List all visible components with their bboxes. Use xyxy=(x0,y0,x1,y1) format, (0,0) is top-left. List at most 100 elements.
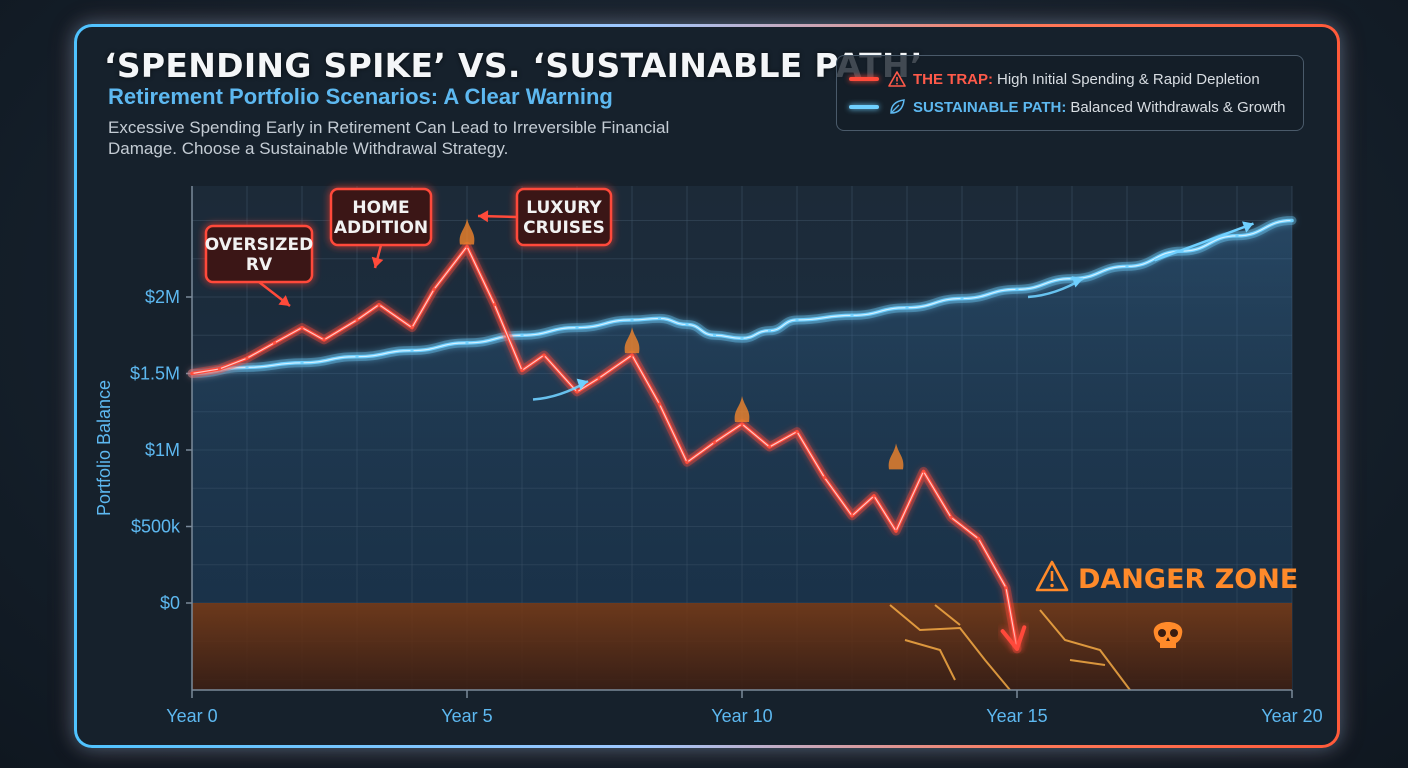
sustainable-path-point xyxy=(465,341,469,345)
sustainable-path-point xyxy=(712,333,717,337)
sustainable-path-point xyxy=(850,313,854,317)
x-tick-label: Year 5 xyxy=(441,706,492,726)
x-tick-label: Year 20 xyxy=(1261,706,1322,726)
y-axis-label: Portfolio Balance xyxy=(94,380,114,516)
trap-path-point xyxy=(322,338,326,342)
y-tick-label: $2M xyxy=(145,287,180,307)
sustainable-path-point xyxy=(520,333,524,337)
trap-path-point xyxy=(492,303,497,307)
trap-path-point xyxy=(272,341,277,345)
sustainable-path-point xyxy=(1125,264,1129,268)
sustainable-path-point xyxy=(960,296,964,301)
trap-path-point xyxy=(432,287,436,291)
callout-arrowhead xyxy=(278,295,290,306)
callout-label: CRUISES xyxy=(523,218,605,238)
sustainable-path-point xyxy=(905,306,909,310)
trap-path-point xyxy=(872,494,876,498)
crack-mark xyxy=(1069,659,1106,666)
trap-path-point xyxy=(520,368,524,373)
trend-arrow xyxy=(1154,222,1254,262)
y-tick-label: $1.5M xyxy=(130,364,180,384)
trap-path-point xyxy=(597,376,601,380)
trap-path-point xyxy=(630,353,634,357)
crack-mark xyxy=(934,604,961,626)
trend-arrowhead xyxy=(576,378,588,391)
sustainable-path-point xyxy=(355,355,359,359)
trap-path-point xyxy=(355,318,359,322)
sustainable-path-point xyxy=(795,318,799,322)
sustainable-path-group xyxy=(187,216,1297,378)
sustainable-path-point xyxy=(740,336,744,340)
danger-zone-label: DANGER ZONE xyxy=(1078,564,1298,595)
trap-path-point xyxy=(685,460,689,464)
legend-text-trap: High Initial Spending & Rapid Depletion xyxy=(997,70,1260,88)
crack-mark xyxy=(904,639,956,681)
trap-path-point xyxy=(300,326,304,330)
callout-arrowhead xyxy=(371,256,384,268)
warning-icon xyxy=(1035,560,1069,592)
trap-path-point xyxy=(657,402,662,406)
trend-arrowhead xyxy=(1071,276,1083,288)
x-tick-label: Year 10 xyxy=(711,706,772,726)
trap-path-point xyxy=(1004,586,1008,590)
trap-path-point xyxy=(921,469,926,474)
trap-path-point xyxy=(410,326,414,330)
sustainable-path-point xyxy=(410,348,414,353)
legend-swatch-trap xyxy=(849,77,879,81)
trap-path-core xyxy=(191,245,1018,650)
trap-path-point xyxy=(767,445,772,449)
sustainable-path-point xyxy=(1015,287,1019,291)
chart-title: ‘SPENDING SPIKE’ VS. ‘SUSTAINABLE PATH’ xyxy=(104,46,923,85)
y-tick-label: $500k xyxy=(131,517,181,537)
legend-text-sustainable: Balanced Withdrawals & Growth xyxy=(1070,98,1286,116)
trap-path-point xyxy=(245,356,249,360)
trap-path-point xyxy=(190,371,194,376)
trend-arrowhead xyxy=(1242,221,1254,233)
chart-description: Excessive Spending Early in Retirement C… xyxy=(108,118,670,158)
legend-item-sustainable: SUSTAINABLE PATH: Balanced Withdrawals &… xyxy=(849,96,1285,118)
trap-path-point xyxy=(712,440,717,444)
sustainable-path-point xyxy=(575,326,579,330)
x-tick-label: Year 0 xyxy=(166,706,217,726)
sustainable-path-point xyxy=(1290,218,1294,223)
warning-icon xyxy=(887,69,907,89)
y-tick-label: $1M xyxy=(145,440,180,460)
skull-icon xyxy=(1153,622,1183,648)
callout-label: LUXURY xyxy=(526,198,602,218)
crack-mark xyxy=(889,604,1011,691)
trap-path-point xyxy=(542,353,546,357)
danger-zone-label-group: DANGER ZONE xyxy=(1035,560,1298,595)
flame-icon xyxy=(459,218,475,245)
legend-key-sustainable: SUSTAINABLE PATH: xyxy=(913,98,1067,116)
trap-path-point xyxy=(465,244,469,249)
callout-label: OVERSIZED xyxy=(205,235,313,255)
trap-path-point xyxy=(822,475,827,480)
danger-zone-band xyxy=(192,603,1292,690)
sustainable-path-point xyxy=(685,322,689,327)
trap-path-point xyxy=(976,537,981,541)
chart-subtitle: Retirement Portfolio Scenarios: A Clear … xyxy=(108,84,613,109)
callout-arrowhead xyxy=(478,210,489,223)
legend: THE TRAP: High Initial Spending & Rapid … xyxy=(836,55,1304,131)
trap-path-point xyxy=(575,390,579,394)
legend-item-trap: THE TRAP: High Initial Spending & Rapid … xyxy=(849,68,1260,90)
x-tick-label: Year 15 xyxy=(986,706,1047,726)
trap-path-group xyxy=(187,242,1022,654)
legend-swatch-sustainable xyxy=(849,105,879,109)
crack-mark xyxy=(1039,609,1131,691)
flame-icon xyxy=(624,327,640,354)
callout-label: RV xyxy=(246,255,273,275)
legend-key-trap: THE TRAP: xyxy=(913,70,993,88)
sustainable-path-point xyxy=(767,329,772,333)
sustainable-path-point xyxy=(245,365,249,369)
trap-path-point xyxy=(949,515,953,519)
y-tick-label: $0 xyxy=(160,593,180,613)
trap-path-point xyxy=(795,430,799,434)
leaf-icon xyxy=(887,97,907,117)
callout-label: ADDITION xyxy=(334,218,428,238)
trap-arrowhead xyxy=(1000,625,1027,651)
trap-path-point xyxy=(217,367,222,371)
